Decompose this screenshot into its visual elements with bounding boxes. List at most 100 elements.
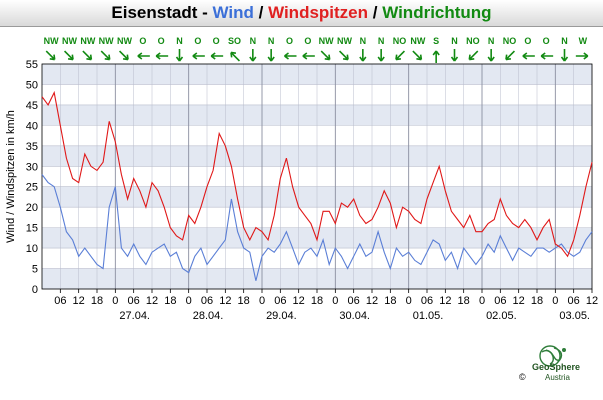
direction-arrow (63, 50, 74, 61)
direction-arrow-shape (284, 52, 297, 60)
direction-label: NW (337, 36, 352, 46)
gust-series-line (41, 90, 593, 258)
direction-arrow-shape (395, 50, 406, 61)
title-direction: Windrichtung (382, 3, 492, 22)
x-tick-label: 12 (146, 295, 158, 307)
x-tick-label: 18 (458, 295, 470, 307)
title-sep-2: / (368, 3, 383, 22)
title-wind: Wind (212, 3, 254, 22)
direction-arrow (267, 49, 275, 62)
x-tick-label: 0 (186, 295, 192, 307)
x-tick-label: 12 (366, 295, 378, 307)
x-tick-label: 18 (91, 295, 103, 307)
direction-arrow (468, 50, 479, 61)
y-tick-label: 15 (26, 223, 38, 235)
direction-arrow-shape (210, 52, 224, 60)
direction-arrow (432, 50, 440, 63)
direction-arrow (338, 50, 349, 61)
x-tick-label: 12 (586, 295, 598, 307)
direction-arrow (302, 52, 315, 60)
direction-label: O (158, 36, 165, 46)
x-tick-label: 0 (552, 295, 558, 307)
direction-arrow (137, 52, 150, 60)
direction-label: O (524, 36, 531, 46)
x-date-label: 01.05. (413, 310, 444, 322)
direction-arrow (45, 50, 56, 61)
direction-arrow-shape (359, 49, 367, 62)
direction-label: NW (117, 36, 132, 46)
direction-arrow (210, 52, 224, 60)
y-tick-label: 0 (32, 284, 38, 296)
direction-arrow (100, 50, 111, 61)
y-axis-label: Wind / Windspitzen in km/h (5, 110, 17, 243)
x-date-label: 02.05. (486, 310, 517, 322)
direction-arrow-shape (505, 50, 516, 61)
x-date-label: 30.04. (339, 310, 370, 322)
x-tick-label: 12 (513, 295, 525, 307)
x-tick-label: 0 (259, 295, 265, 307)
x-tick-label: 12 (293, 295, 305, 307)
direction-arrow (505, 50, 516, 61)
y-tick-label: 45 (26, 100, 38, 112)
x-tick-label: 06 (201, 295, 213, 307)
direction-label: N (176, 36, 183, 46)
title-dash: - (197, 3, 213, 22)
x-tick-label: 06 (494, 295, 506, 307)
direction-arrow-shape (192, 52, 205, 60)
direction-arrow-shape (575, 52, 589, 60)
chart-title-bar: Eisenstadt - Wind / Windspitzen / Windri… (0, 0, 603, 27)
direction-arrow (249, 49, 257, 62)
x-tick-label: 0 (332, 295, 338, 307)
direction-arrow-shape (100, 50, 111, 61)
x-date-label: 03.05. (559, 310, 590, 322)
direction-arrow (192, 52, 205, 60)
direction-arrow-shape (249, 49, 257, 62)
y-tick-label: 30 (26, 161, 38, 173)
direction-arrow (560, 49, 569, 62)
x-tick-label: 06 (54, 295, 66, 307)
direction-label: N (561, 36, 568, 46)
direction-arrow-shape (432, 50, 440, 63)
direction-arrow (320, 50, 331, 61)
x-date-label: 29.04. (266, 310, 297, 322)
direction-arrow (540, 52, 554, 60)
y-tick-label: 50 (26, 79, 38, 91)
title-sep-1: / (253, 3, 269, 22)
direction-label: NO (393, 36, 407, 46)
direction-arrow (395, 50, 406, 61)
direction-label: N (488, 36, 495, 46)
direction-arrow (450, 49, 459, 62)
direction-arrow (377, 49, 385, 62)
x-tick-label: 06 (348, 295, 360, 307)
direction-label: NO (466, 36, 480, 46)
direction-label: O (139, 36, 146, 46)
x-tick-label: 12 (219, 295, 231, 307)
direction-label: N (360, 36, 367, 46)
direction-label: NW (44, 36, 59, 46)
direction-arrow (522, 52, 535, 60)
x-date-label: 27.04. (119, 310, 150, 322)
direction-arrow-shape (320, 50, 331, 61)
direction-arrow-shape (267, 49, 275, 62)
logo-name: GeoSphere (532, 362, 581, 372)
direction-arrow-shape (137, 52, 150, 60)
x-tick-label: 18 (238, 295, 250, 307)
y-tick-label: 5 (32, 264, 38, 276)
direction-label: O (194, 36, 201, 46)
direction-label: NW (319, 36, 334, 46)
x-tick-label: 0 (406, 295, 412, 307)
direction-label: S (433, 36, 439, 46)
x-tick-label: 12 (73, 295, 85, 307)
direction-arrow-shape (338, 50, 349, 61)
y-tick-label: 25 (26, 182, 38, 194)
direction-label: O (304, 36, 311, 46)
direction-arrow-shape (560, 49, 569, 62)
y-tick-label: 10 (26, 243, 38, 255)
direction-arrow-shape (450, 49, 459, 62)
direction-arrow (155, 52, 169, 60)
x-tick-label: 06 (128, 295, 140, 307)
direction-arrow-shape (412, 50, 423, 61)
x-date-label: 28.04. (193, 310, 224, 322)
direction-label: NW (62, 36, 77, 46)
